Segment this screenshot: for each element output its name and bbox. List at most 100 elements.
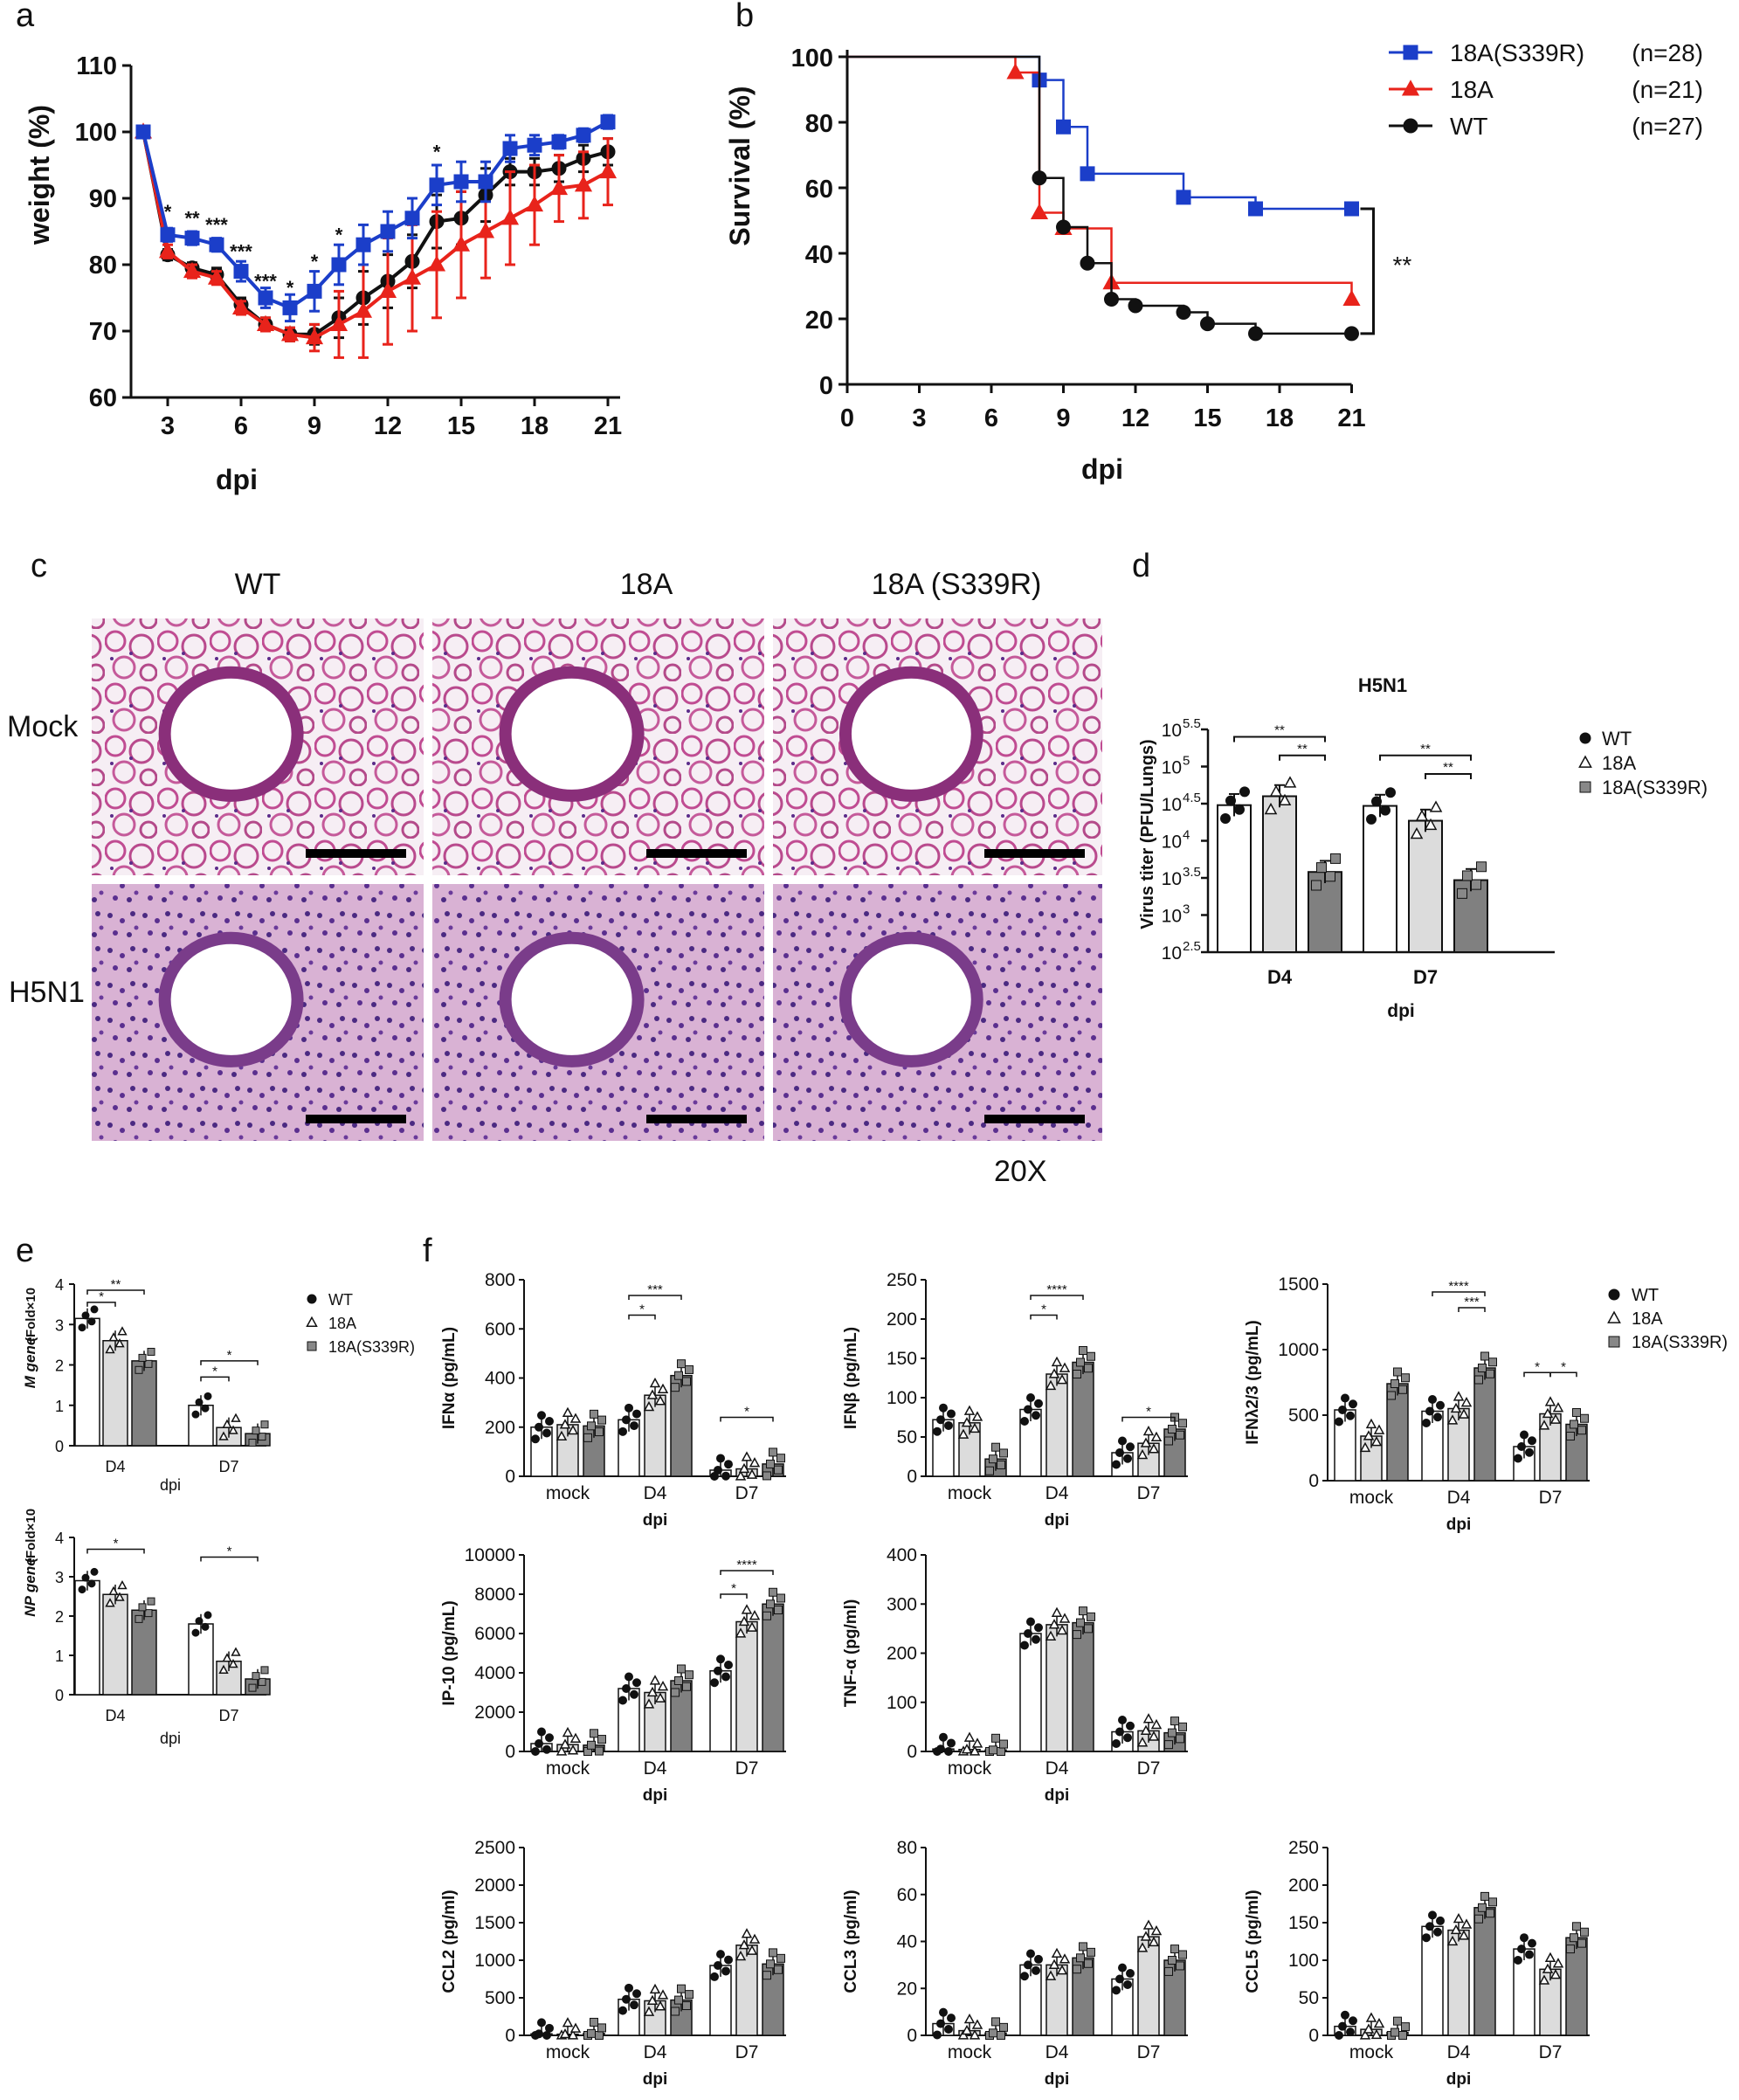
- bar-18a-s339r-: [1565, 1937, 1588, 2036]
- data-point: [971, 2019, 983, 2029]
- data-point: [545, 1733, 554, 1743]
- y-tick-exp: 2.5: [1183, 939, 1201, 954]
- data-point: [1087, 1351, 1095, 1361]
- y-tick-label: 70: [89, 318, 117, 346]
- data-point: [1115, 1974, 1124, 1984]
- survival-ylabel: Survival (%): [724, 86, 756, 245]
- data-point: [947, 2014, 956, 2023]
- data-point: [1570, 1933, 1578, 1943]
- data-point: [721, 1471, 730, 1481]
- data-point: [936, 2019, 945, 2028]
- y-tick-label: 100: [791, 45, 833, 73]
- data-point: [1168, 1425, 1177, 1433]
- y-tick-label: 0: [55, 1438, 64, 1455]
- y-tick-label: 2000: [474, 1703, 515, 1723]
- data-point: [567, 1744, 579, 1755]
- data-point: [1525, 1950, 1534, 1959]
- legend-marker-18a: [306, 1316, 318, 1327]
- data-point: [1544, 1951, 1556, 1962]
- legend-n-18a: (n=21): [1632, 76, 1703, 103]
- significance-star: *: [227, 1544, 232, 1559]
- data-point: [1366, 813, 1377, 825]
- point-18a: [476, 222, 495, 238]
- x-category-label: mock: [948, 1483, 992, 1503]
- data-point: [1045, 1379, 1057, 1391]
- data-point: [1140, 1931, 1152, 1941]
- point-18a-s339r-: [600, 114, 616, 130]
- data-point: [260, 1666, 269, 1675]
- y-tick-exp: 4: [1183, 828, 1190, 843]
- data-point: [1045, 1970, 1057, 1980]
- bar-wt: [1217, 804, 1252, 954]
- scale-bar: [646, 849, 747, 858]
- y-tick-label: 20: [805, 307, 833, 335]
- significance-bracket: [1233, 736, 1326, 743]
- data-point: [1577, 1938, 1586, 1948]
- data-point: [559, 1738, 571, 1749]
- survival-legend: 18A(S339R) (n=28) 18A (n=21) WT (n=27): [1389, 39, 1703, 140]
- significance-bracket: [720, 1593, 748, 1599]
- data-point: [1572, 1408, 1581, 1417]
- data-point: [1486, 1909, 1494, 1918]
- point-18a: [1006, 63, 1025, 79]
- data-point: [999, 1739, 1008, 1749]
- data-point: [1118, 1963, 1127, 1972]
- point-wt: [1248, 326, 1263, 342]
- y-tick-label: 400: [485, 1369, 515, 1389]
- data-point: [1371, 796, 1382, 807]
- data-point: [632, 1678, 641, 1688]
- point-18a: [158, 242, 177, 259]
- y-tick-label: 6000: [474, 1624, 515, 1644]
- data-point: [671, 1383, 680, 1392]
- data-point: [597, 2023, 606, 2033]
- y-tick-label: 60: [89, 384, 117, 412]
- data-point: [1393, 2016, 1402, 2026]
- point-18a: [183, 261, 202, 279]
- bar-18a: [1262, 795, 1297, 953]
- data-point: [710, 1972, 719, 1981]
- data-point: [542, 1744, 551, 1754]
- data-point: [1140, 1724, 1152, 1735]
- data-point: [1422, 1933, 1431, 1943]
- cytokine-chart-f_ccl3: 0 20 40 60 80 CCL3 (pg/ml) mock D4 D7 dpi: [842, 1838, 1188, 2089]
- y-axis-label: CCL3 (pg/ml): [842, 1889, 860, 1993]
- data-point: [1424, 818, 1438, 831]
- data-point: [201, 1622, 210, 1631]
- data-point: [632, 1409, 641, 1419]
- y-tick-label: 2500: [474, 1838, 515, 1858]
- data-point: [562, 2017, 574, 2027]
- data-point: [1164, 1966, 1173, 1976]
- data-point: [674, 1995, 683, 2005]
- significance-star: ***: [1464, 1295, 1480, 1309]
- data-point: [685, 1990, 694, 2000]
- data-point: [590, 2017, 598, 2027]
- data-point: [710, 1678, 719, 1688]
- data-point: [78, 1585, 86, 1594]
- y-tick-label: 600: [485, 1319, 515, 1339]
- data-point: [622, 1684, 631, 1693]
- data-point: [1346, 1411, 1355, 1420]
- data-point: [1341, 2010, 1349, 2020]
- data-point: [90, 1305, 99, 1314]
- x-category-label: D4: [105, 1707, 125, 1724]
- data-point: [201, 1404, 210, 1413]
- data-point: [562, 1406, 574, 1418]
- data-point: [1136, 1448, 1149, 1460]
- data-point: [654, 1395, 666, 1406]
- data-point: [569, 1413, 582, 1423]
- data-point: [569, 2022, 582, 2033]
- data-point: [108, 1332, 119, 1342]
- data-point: [1436, 1916, 1445, 1925]
- data-point: [989, 2028, 997, 2038]
- x-tick-label: 21: [1337, 404, 1365, 432]
- data-point: [776, 1953, 785, 1963]
- bar-18a: [1045, 1624, 1068, 1752]
- data-point: [535, 1422, 543, 1432]
- data-point: [1425, 1922, 1434, 1931]
- data-point: [769, 1948, 777, 1958]
- data-point: [535, 2029, 543, 2039]
- y-tick-label: 10000: [465, 1545, 515, 1565]
- data-point: [738, 1939, 750, 1950]
- data-point: [1338, 2021, 1347, 2031]
- data-point: [741, 1928, 753, 1938]
